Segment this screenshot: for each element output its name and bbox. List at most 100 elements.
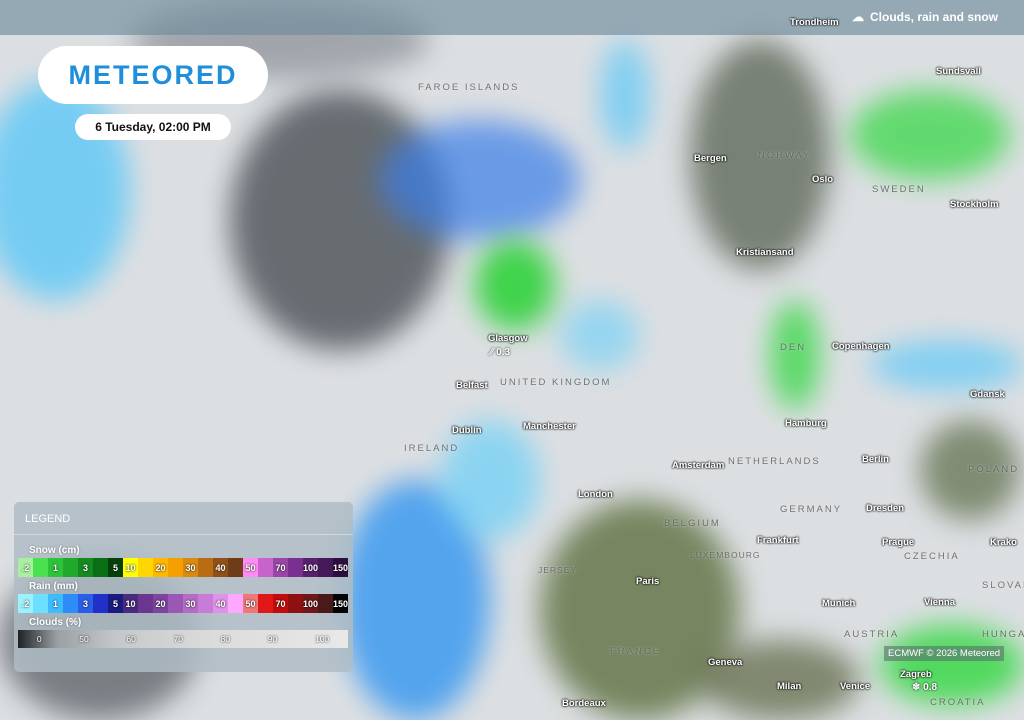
city-label[interactable]: London — [578, 489, 613, 500]
city-label[interactable]: Frankfurt — [757, 535, 799, 546]
city-label[interactable]: Kristiansand — [736, 247, 794, 258]
city-label[interactable]: Paris — [636, 576, 660, 587]
land-area — [700, 640, 860, 720]
snow-scale-cell: 1 — [48, 558, 63, 577]
legend-title[interactable]: LEGEND — [14, 502, 353, 535]
country-label: CROATIA — [930, 697, 986, 708]
city-label[interactable]: Berlin — [862, 454, 889, 465]
country-label: BELGIUM — [664, 518, 721, 529]
rain-area — [560, 300, 640, 370]
rain-scale-cell: 40 — [213, 594, 228, 613]
rain-area — [600, 40, 650, 150]
city-label[interactable]: Milan — [777, 681, 802, 692]
snow-scale-cell: 70 — [273, 558, 288, 577]
clouds-scale: 0 50 60 70 80 90 100 — [18, 630, 348, 648]
city-label[interactable]: Copenhagen — [832, 341, 890, 352]
country-label: FAROE ISLANDS — [418, 82, 520, 93]
country-label: IRELAND — [404, 443, 460, 454]
snow-scale-cell — [228, 558, 243, 577]
city-label[interactable]: Munich — [822, 598, 856, 609]
rain-scale-cell — [198, 594, 213, 613]
snow-scale-cell — [63, 558, 78, 577]
attribution: ECMWF © 2026 Meteored — [884, 646, 1005, 661]
city-label[interactable]: Amsterdam — [672, 460, 725, 471]
clouds-tick: 90 — [267, 634, 278, 644]
snow-scale-cell: .2 — [18, 558, 33, 577]
snow-scale-cell — [258, 558, 273, 577]
city-label[interactable]: Dublin — [452, 425, 482, 436]
country-label: GERMANY — [780, 504, 843, 515]
rain-scale-cell — [138, 594, 153, 613]
rain-scale: .2 1 3 5 10 20 30 40 50 70 100 150 — [18, 594, 349, 613]
layer-title[interactable]: ☁ Clouds, rain and snow — [852, 10, 998, 24]
clouds-tick: 70 — [173, 634, 183, 644]
city-label[interactable]: Venice — [840, 681, 871, 692]
snow-area — [880, 625, 1024, 705]
country-label: SWEDEN — [872, 184, 926, 195]
snow-scale-cell: 10 — [123, 558, 138, 577]
clouds-scale-label: Clouds (%) — [29, 617, 82, 628]
meteored-logo[interactable]: METEORED — [38, 46, 268, 104]
snow-scale-cell: 150 — [333, 558, 349, 577]
rain-scale-cell — [63, 594, 78, 613]
snow-scale-cell: 30 — [183, 558, 198, 577]
city-label[interactable]: Gdansk — [970, 389, 1005, 400]
rain-scale-cell — [318, 594, 334, 613]
city-label[interactable]: Stockholm — [950, 199, 999, 210]
city-label[interactable]: Belfast — [456, 380, 488, 391]
country-label: CZECHIA — [904, 551, 960, 562]
rain-area — [870, 340, 1024, 390]
snow-scale: .2 1 3 5 10 20 30 40 50 70 100 150 — [18, 558, 349, 577]
country-label: FRANCE — [610, 646, 662, 657]
snow-scale-cell — [33, 558, 48, 577]
city-label[interactable]: Sundsvall — [936, 66, 981, 77]
snow-area — [770, 300, 820, 410]
city-label[interactable]: Trondheim — [790, 17, 839, 28]
clouds-tick: 80 — [220, 634, 231, 644]
city-label[interactable]: Zagreb — [900, 669, 932, 680]
legend-panel: LEGEND Snow (cm) .2 1 3 5 10 20 30 40 50 70 100 150… — [14, 502, 353, 672]
rain-area — [0, 80, 130, 300]
city-label[interactable]: Dresden — [866, 503, 905, 514]
rain-scale-cell: 10 — [123, 594, 138, 613]
snow-scale-cell: 5 — [108, 558, 123, 577]
snow-scale-cell — [198, 558, 213, 577]
clouds-tick: 0 — [36, 634, 42, 644]
land-area — [690, 40, 830, 270]
snow-area — [850, 90, 1010, 180]
rain-scale-cell: 20 — [153, 594, 168, 613]
snow-scale-cell — [168, 558, 183, 577]
city-label[interactable]: Bergen — [694, 153, 727, 164]
rain-scale-cell: 150 — [333, 594, 349, 613]
city-label[interactable]: Bordeaux — [562, 698, 606, 709]
clouds-tick: 100 — [314, 634, 330, 644]
country-label: AUSTRIA — [844, 629, 900, 640]
land-area — [920, 420, 1020, 520]
rain-scale-cell: 50 — [243, 594, 258, 613]
rain-scale-cell: 30 — [183, 594, 198, 613]
country-label: HUNGARY — [982, 629, 1024, 640]
rain-scale-cell: 70 — [273, 594, 288, 613]
country-label: LUXEMBOURG — [690, 550, 761, 560]
city-label[interactable]: Manchester — [523, 421, 576, 432]
city-label[interactable]: Krako — [990, 537, 1017, 548]
city-label[interactable]: Vienna — [924, 597, 955, 608]
city-label[interactable]: Oslo — [812, 174, 834, 185]
rain-scale-cell: 5 — [108, 594, 123, 613]
snow-scale-cell: 50 — [243, 558, 258, 577]
country-label: SLOVAKIA — [982, 580, 1024, 591]
city-label[interactable]: Geneva — [708, 657, 743, 668]
snow-scale-cell: 20 — [153, 558, 168, 577]
rain-area — [380, 120, 580, 240]
snow-scale-cell — [93, 558, 108, 577]
rain-scale-cell: 100 — [303, 594, 319, 613]
glasgow-rain-value: ⁄⁄ 0.3 — [490, 347, 511, 358]
city-label[interactable]: Hamburg — [785, 418, 827, 429]
city-label[interactable]: Glasgow — [488, 333, 528, 344]
country-label: POLAND — [968, 464, 1020, 475]
city-label[interactable]: Prague — [882, 537, 915, 548]
country-label: DEN — [780, 342, 807, 353]
layer-title-text: Clouds, rain and snow — [869, 10, 998, 24]
forecast-date[interactable]: 6 Tuesday, 02:00 PM — [75, 114, 231, 140]
snow-area — [475, 240, 555, 330]
